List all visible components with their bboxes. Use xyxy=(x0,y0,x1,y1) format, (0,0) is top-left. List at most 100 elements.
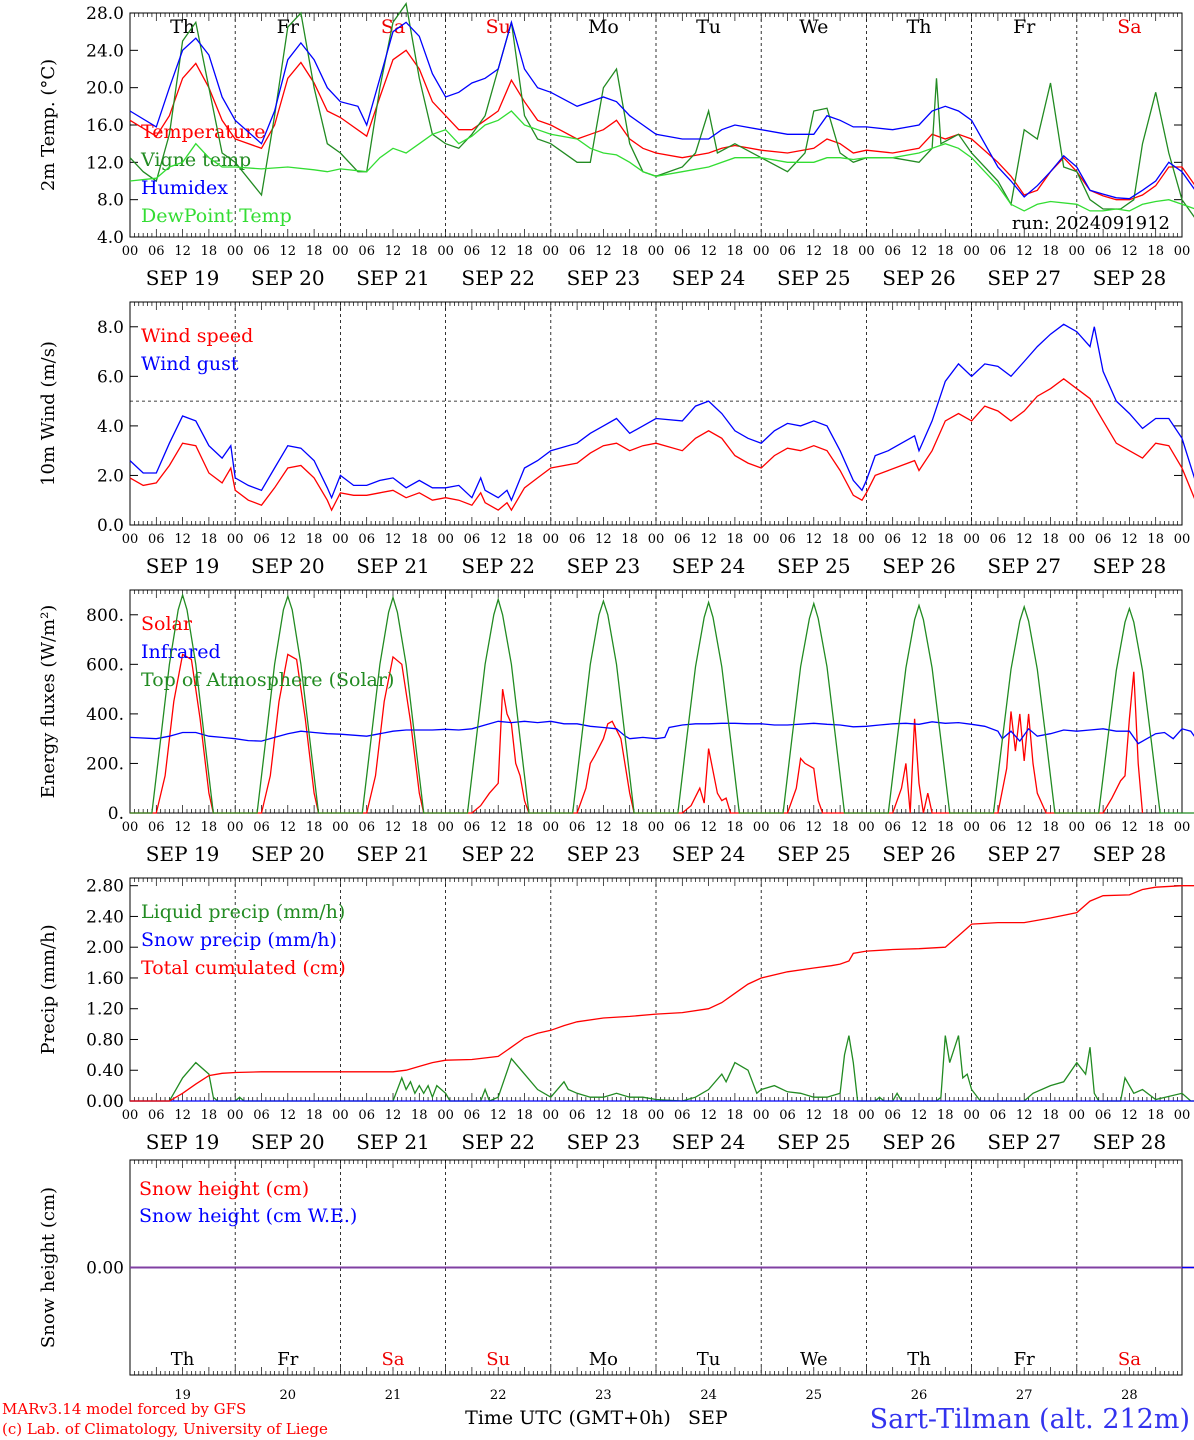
date-label: SEP 21 xyxy=(356,1130,430,1154)
date-label: SEP 25 xyxy=(777,554,851,578)
hour-tick-label: 18 xyxy=(1147,244,1164,259)
date-label: SEP 26 xyxy=(882,266,956,290)
hour-tick-label: 12 xyxy=(280,1108,297,1123)
hour-tick-label: 18 xyxy=(306,1108,323,1123)
hour-tick-label: 18 xyxy=(621,244,638,259)
legend-entry: Humidex xyxy=(141,177,228,199)
hour-tick-label: 06 xyxy=(569,244,586,259)
hour-tick-label: 12 xyxy=(911,1108,928,1123)
date-label: SEP 20 xyxy=(251,1130,325,1154)
hour-tick-label: 18 xyxy=(621,1108,638,1123)
hour-tick-label: 06 xyxy=(253,1108,270,1123)
hour-tick-label: 12 xyxy=(174,820,191,835)
date-label: SEP 21 xyxy=(356,554,430,578)
hour-tick-label: 00 xyxy=(543,820,560,835)
credit-model: MARv3.14 model forced by GFS xyxy=(2,1400,246,1418)
date-label: SEP 22 xyxy=(461,1130,535,1154)
hour-tick-label: 06 xyxy=(674,244,691,259)
hour-tick-label: 00 xyxy=(1174,820,1191,835)
day-label: Th xyxy=(907,16,932,38)
panel-3: 0. 200. 400. 600. 800. Energy fluxes (W/m²) So… xyxy=(38,589,1194,866)
hour-tick-label: 00 xyxy=(1174,1108,1191,1123)
hour-tick-label: 12 xyxy=(1016,244,1033,259)
day-label: Su xyxy=(486,1349,510,1370)
hour-tick-label: 00 xyxy=(332,244,349,259)
hour-tick-label: 00 xyxy=(858,820,875,835)
hour-tick-label: 12 xyxy=(1016,532,1033,547)
day-label: We xyxy=(799,16,828,38)
hour-tick-label: 18 xyxy=(937,1108,954,1123)
hour-tick-label: 00 xyxy=(122,532,139,547)
y-tick-label: 0. xyxy=(108,804,124,824)
series-line xyxy=(129,720,1194,745)
hour-tick-label: 00 xyxy=(437,1108,454,1123)
hour-tick-label: 12 xyxy=(806,532,823,547)
run-label: run: 2024091912 xyxy=(1012,213,1170,234)
plot-frame xyxy=(129,12,1183,238)
hour-tick-label: 18 xyxy=(1147,1108,1164,1123)
hour-tick-label: 18 xyxy=(411,532,428,547)
hour-tick-label: 18 xyxy=(201,820,218,835)
y-tick-label: 2.40 xyxy=(86,907,124,927)
day-label: Th xyxy=(907,1349,931,1370)
date-label: SEP 23 xyxy=(567,842,641,866)
day-label: Mo xyxy=(588,16,619,38)
y-tick-label: 800. xyxy=(86,606,124,626)
legend-entry: Total cumulated (cm) xyxy=(141,957,346,979)
date-label: SEP 21 xyxy=(356,842,430,866)
day-label: Sa xyxy=(1117,16,1141,38)
hour-tick-label: 06 xyxy=(148,532,165,547)
hour-tick-label: 12 xyxy=(1121,532,1138,547)
hour-tick-label: 06 xyxy=(1095,1108,1112,1123)
hour-tick-label: 18 xyxy=(411,820,428,835)
date-label: SEP 20 xyxy=(251,266,325,290)
hour-tick-label: 00 xyxy=(122,244,139,259)
day-label: Mo xyxy=(589,1349,618,1370)
plot-frame xyxy=(129,589,1183,814)
y-tick-label: 4.0 xyxy=(97,228,124,248)
series-line xyxy=(129,49,1194,201)
hour-tick-label: 00 xyxy=(437,820,454,835)
hour-tick-label: 00 xyxy=(332,820,349,835)
hour-tick-label: 12 xyxy=(595,532,612,547)
y-axis-label: 10m Wind (m/s) xyxy=(38,341,59,486)
hour-tick-label: 00 xyxy=(1069,820,1086,835)
hour-tick-label: 00 xyxy=(963,532,980,547)
y-tick-label: 20.0 xyxy=(86,79,124,99)
hour-tick-label: 18 xyxy=(516,244,533,259)
date-label: SEP 19 xyxy=(146,842,220,866)
y-tick-label: 24.0 xyxy=(86,41,124,61)
legend-entry: Infrared xyxy=(141,641,221,663)
hour-tick-label: 06 xyxy=(569,532,586,547)
y-tick-label: 400. xyxy=(86,705,124,725)
date-label: SEP 19 xyxy=(146,554,220,578)
hour-tick-label: 12 xyxy=(911,532,928,547)
date-label: SEP 25 xyxy=(777,1130,851,1154)
hour-tick-label: 18 xyxy=(201,1108,218,1123)
day-label: Sa xyxy=(381,16,405,38)
hour-tick-label: 12 xyxy=(490,244,507,259)
hour-tick-label: 12 xyxy=(174,532,191,547)
date-label: SEP 23 xyxy=(567,554,641,578)
hour-tick-label: 18 xyxy=(411,244,428,259)
hour-tick-label: 00 xyxy=(648,820,665,835)
hour-tick-label: 06 xyxy=(148,820,165,835)
y-axis-label: Snow height (cm) xyxy=(38,1187,59,1348)
legend-entry: DewPoint Temp xyxy=(141,205,292,227)
hour-tick-label: 00 xyxy=(543,532,560,547)
day-label: Fr xyxy=(277,1349,298,1370)
legend-entry: Snow height (cm) xyxy=(139,1178,309,1200)
hour-tick-label: 18 xyxy=(727,820,744,835)
hour-tick-label: 12 xyxy=(700,244,717,259)
y-tick-label: 8.0 xyxy=(97,191,124,211)
hour-tick-label: 00 xyxy=(858,244,875,259)
y-tick-label: 200. xyxy=(86,754,124,774)
date-label: SEP 22 xyxy=(461,554,535,578)
y-tick-label: 28.0 xyxy=(86,4,124,24)
hour-tick-label: 06 xyxy=(779,244,796,259)
legend-entry: Solar xyxy=(141,613,193,635)
hour-tick-label: 12 xyxy=(385,820,402,835)
hour-tick-label: 12 xyxy=(280,820,297,835)
hour-tick-label: 12 xyxy=(490,1108,507,1123)
